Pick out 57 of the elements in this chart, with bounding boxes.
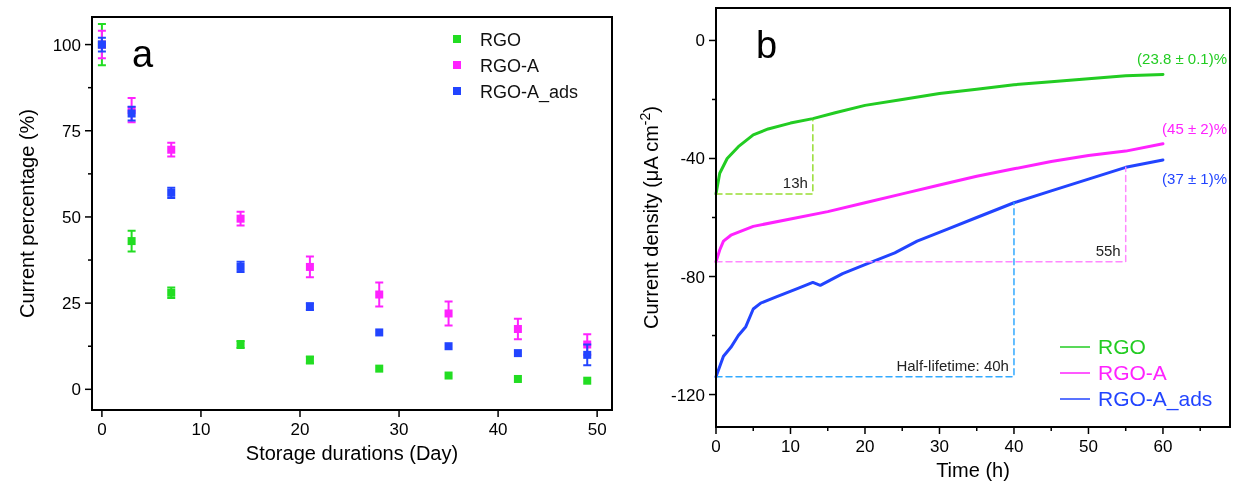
point xyxy=(513,349,522,358)
legend-label: RGO xyxy=(480,30,522,50)
annotation: 55h xyxy=(1095,241,1121,259)
point xyxy=(444,342,453,351)
y-tick-label: 100 xyxy=(52,35,81,55)
legend-label: RGO xyxy=(1098,335,1146,358)
legend-label: RGO-A_ads xyxy=(1098,387,1213,411)
annotation: (37 ± 1)% xyxy=(1162,169,1227,187)
x-tick-label: 50 xyxy=(1079,437,1098,456)
point xyxy=(375,290,384,299)
chart-title: b xyxy=(756,24,778,66)
line-series xyxy=(714,142,1165,264)
y-tick-label: 0 xyxy=(71,380,81,400)
point xyxy=(375,328,384,337)
point xyxy=(513,324,522,333)
point xyxy=(444,309,453,318)
x-tick-label: 50 xyxy=(587,420,607,439)
x-tick-label: 20 xyxy=(290,420,310,439)
y-axis-title: Current percentage (%) xyxy=(16,109,38,318)
y-tick-label: -80 xyxy=(680,267,705,287)
x-tick-label: 10 xyxy=(781,437,800,456)
point xyxy=(167,145,176,154)
chart-title: a xyxy=(132,33,154,75)
x-tick-label: 40 xyxy=(488,420,508,439)
x-tick-label: 60 xyxy=(1153,437,1173,456)
point xyxy=(305,262,314,271)
x-tick-label: 20 xyxy=(855,437,875,456)
legend-label: RGO-A xyxy=(1098,361,1167,384)
y-tick-label: 75 xyxy=(62,121,81,141)
x-tick-label: 0 xyxy=(711,437,721,456)
point xyxy=(127,237,136,246)
annotation: (23.8 ± 0.1)% xyxy=(1137,50,1227,68)
point xyxy=(513,374,522,383)
x-axis-title: Storage durations (Day) xyxy=(245,442,459,464)
x-axis-title: Time (h) xyxy=(936,459,1010,481)
x-tick-label: 30 xyxy=(930,437,949,456)
point xyxy=(444,371,453,380)
y-tick-label: 0 xyxy=(695,31,705,51)
point xyxy=(583,376,592,385)
point xyxy=(375,364,384,373)
y-tick-label: 50 xyxy=(62,207,81,227)
annotation: 13h xyxy=(782,173,808,191)
line-series xyxy=(714,158,1165,379)
point xyxy=(583,350,592,359)
x-tick-label: 30 xyxy=(389,420,409,439)
x-tick-label: 40 xyxy=(1004,437,1024,456)
y-tick-label: 25 xyxy=(62,294,81,314)
x-tick-label: 10 xyxy=(191,420,211,439)
legend-label: RGO-A xyxy=(480,56,540,76)
y-tick-label: -40 xyxy=(680,149,705,169)
annotation: Half-lifetime: 40h xyxy=(896,356,1009,374)
legend-label: RGO-A_ads xyxy=(480,82,579,103)
point xyxy=(236,214,245,223)
y-tick-label: -120 xyxy=(670,385,705,405)
x-tick-label: 0 xyxy=(97,420,107,439)
line-series xyxy=(714,72,1165,196)
annotation: (45 ± 2)% xyxy=(1162,119,1227,137)
